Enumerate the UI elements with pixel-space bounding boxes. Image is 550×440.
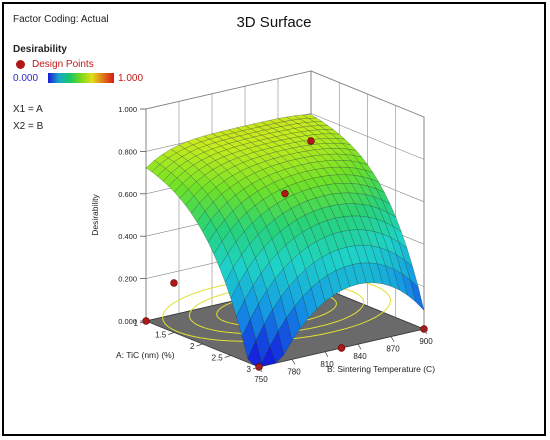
response-surface [145,114,425,368]
z-axis-label: Desirability [90,193,100,235]
x1-mapping: X1 = A [13,104,43,115]
a-tick [139,320,147,324]
a-tick [252,366,260,370]
design-point [281,189,289,198]
factor-coding-label: Factor Coding: Actual [13,14,109,25]
design-point-legend-icon [16,60,25,69]
design-point [307,137,315,145]
colorbar-min: 0.000 [13,73,39,84]
z-tick-label: 0.800 [118,147,137,156]
b-tick-label: 840 [353,352,367,361]
b-tick [390,336,395,342]
b-axis-label: B: Sintering Temperature (C) [327,364,435,374]
a-tick-label: 2.5 [212,354,224,363]
b-tick-label: 750 [254,375,268,384]
colorbar-max: 1.000 [118,73,144,84]
b-tick [357,344,362,350]
design-points-label: Design Points [32,59,94,70]
b-tick [423,328,428,335]
z-tick-label: 1.000 [118,105,137,114]
design-point [170,279,178,287]
b-tick [324,351,329,357]
a-tick-label: 1.5 [155,331,167,340]
z-tick-label: 0.400 [118,232,137,241]
colorbar [48,73,114,83]
contour-line [162,276,392,342]
a-tick-label: 1 [134,319,139,328]
b-tick-label: 900 [419,337,433,346]
x2-mapping: X2 = B [13,121,44,132]
chart-title: 3D Surface [236,14,312,31]
a-tick [196,343,203,347]
a-tick-label: 3 [247,365,252,374]
response-label: Desirability [13,44,67,55]
a-tick-label: 2 [190,342,195,351]
a-tick [224,355,231,358]
z-tick-label: 0.000 [118,317,137,326]
b-tick [291,359,296,365]
wall-gridline [145,70,425,118]
z-tick-label: 0.600 [118,190,137,199]
design-points [142,137,428,371]
z-tick-label: 0.200 [118,275,137,284]
a-tick [168,332,175,335]
b-tick [258,366,263,373]
b-tick-label: 810 [320,360,334,369]
b-tick-label: 870 [386,345,400,354]
design-point [337,344,346,352]
b-tick-label: 780 [287,367,301,376]
a-axis-label: A: TiC (nm) (%) [116,350,175,360]
